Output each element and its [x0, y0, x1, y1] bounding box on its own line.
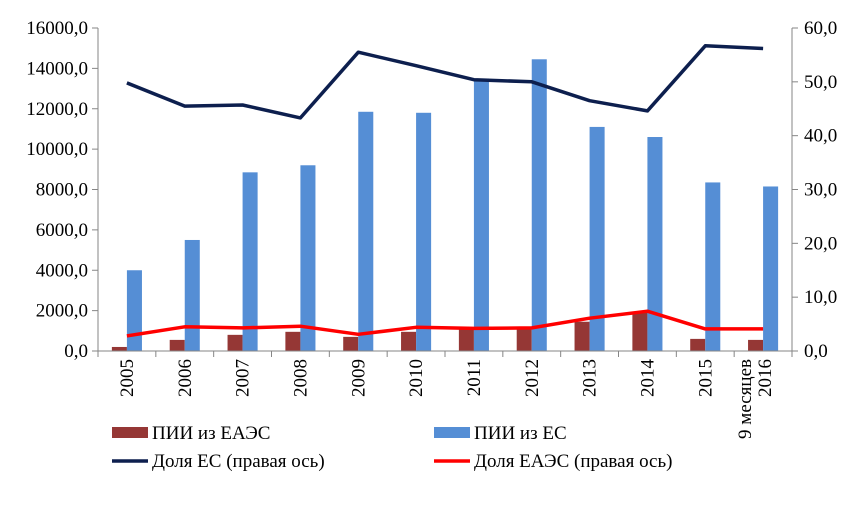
right-tick-label: 10,0	[804, 287, 837, 308]
x-axis-labels: 2005 2006 2007 2008 2009 2010 2011 2012 2013 2014…	[117, 359, 776, 439]
series-line	[126, 309, 764, 338]
right-tick-label: 0,0	[804, 341, 828, 362]
bar	[184, 239, 200, 351]
x-tick-label: 9 месяцев2016	[735, 359, 776, 439]
left-tick-label: 6000,0	[36, 220, 88, 241]
x-tick-label: 2012	[522, 359, 543, 397]
x-tick-label: 2008	[290, 359, 311, 397]
right-tick-label: 60,0	[804, 18, 837, 39]
bar	[458, 328, 474, 351]
x-tick-label: 2013	[580, 359, 601, 397]
left-tick-label: 14000,0	[26, 58, 88, 79]
legend-swatch	[112, 427, 148, 438]
legend-swatch	[434, 427, 470, 438]
right-axis-ticks: 0,0 10,0 20,0 30,0 40,0 50,0 60,0	[792, 18, 837, 362]
left-axis-ticks: 0,0 2000,0 4000,0 6000,0 8000,0 10000,0 12000,…	[26, 18, 98, 362]
bar	[111, 346, 127, 351]
legend-label: Доля ЕАЭС (правая ось)	[474, 451, 672, 472]
bar	[705, 182, 721, 351]
bar	[516, 328, 532, 351]
right-tick-label: 20,0	[804, 233, 837, 254]
left-tick-label: 4000,0	[36, 260, 88, 281]
left-tick-label: 8000,0	[36, 180, 88, 201]
bar	[227, 334, 243, 351]
legend-label: ПИИ из ЕС	[474, 423, 567, 444]
x-tick-label: 2006	[175, 359, 196, 397]
bar	[358, 111, 374, 351]
bar	[285, 331, 301, 351]
left-tick-label: 2000,0	[36, 301, 88, 322]
bar	[401, 331, 417, 351]
bar	[343, 336, 359, 351]
x-tick-label: 2015	[695, 359, 716, 397]
axes	[97, 28, 793, 357]
bars	[111, 59, 779, 352]
bar	[589, 126, 605, 351]
x-tick-label: 2009	[348, 359, 369, 397]
bar	[416, 112, 432, 351]
bar	[690, 338, 706, 351]
right-tick-label: 50,0	[804, 72, 837, 93]
bar	[763, 186, 779, 351]
left-tick-label: 0,0	[64, 341, 88, 362]
x-tick-label: 2011	[464, 359, 485, 396]
x-tick-label: 2014	[637, 359, 658, 398]
left-tick-label: 10000,0	[26, 139, 88, 160]
left-tick-label: 16000,0	[26, 18, 88, 39]
lines	[126, 44, 764, 338]
bar	[300, 165, 316, 351]
bar	[473, 78, 489, 351]
right-tick-label: 40,0	[804, 126, 837, 147]
legend-label: ПИИ из ЕАЭС	[152, 423, 270, 444]
left-tick-label: 12000,0	[26, 99, 88, 120]
legend: ПИИ из ЕАЭС ПИИ из ЕС Доля ЕС (правая ось)…	[112, 423, 672, 472]
right-tick-label: 30,0	[804, 180, 837, 201]
legend-label: Доля ЕС (правая ось)	[152, 451, 325, 472]
x-tick-label: 2010	[406, 359, 427, 397]
bar	[748, 339, 764, 351]
bar	[169, 339, 185, 351]
x-tick-label: 2005	[117, 359, 138, 397]
x-tick-label: 2007	[233, 359, 254, 397]
bar	[126, 270, 142, 351]
bar	[647, 137, 663, 351]
series-line	[126, 44, 764, 120]
bar	[574, 321, 590, 351]
bar	[242, 172, 258, 351]
bar	[531, 59, 547, 352]
bar	[632, 311, 648, 351]
